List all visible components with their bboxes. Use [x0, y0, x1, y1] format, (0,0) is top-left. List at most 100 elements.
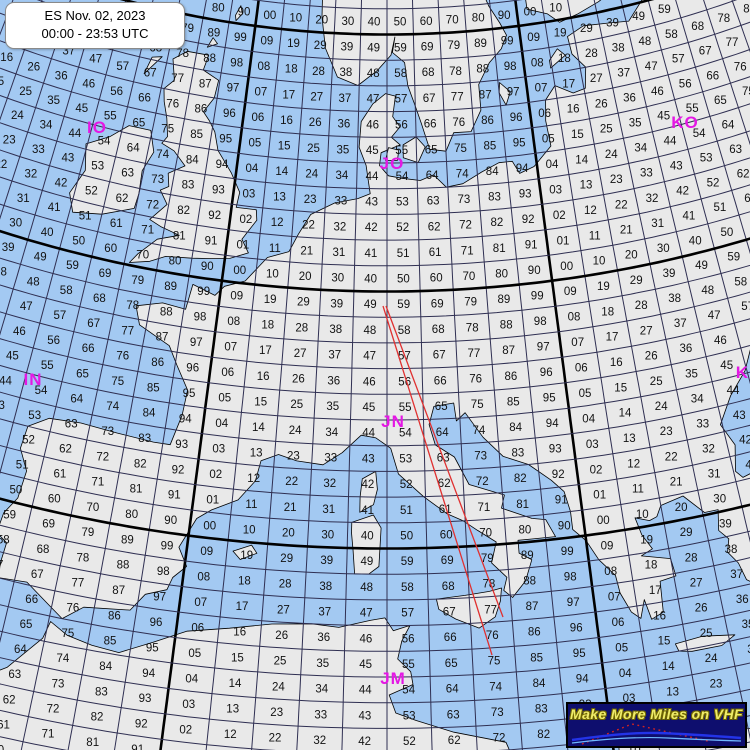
- square-label: 40: [364, 274, 377, 286]
- square-label: 80: [212, 2, 225, 14]
- square-label: 18: [645, 560, 658, 572]
- square-label: 41: [48, 202, 61, 214]
- square-label: 92: [135, 719, 148, 731]
- square-label: 13: [623, 433, 636, 445]
- square-label: 53: [28, 410, 41, 422]
- square-label: 87: [526, 601, 539, 613]
- grid-meridian: [67, 0, 207, 750]
- square-label: 21: [284, 502, 297, 514]
- square-label: 16: [653, 610, 666, 622]
- time-range-line: 00:00 - 23:53 UTC: [41, 26, 149, 41]
- square-label: 28: [635, 300, 648, 312]
- square-label: 51: [714, 202, 727, 214]
- square-label: 13: [226, 704, 239, 716]
- square-label: 84: [509, 422, 522, 434]
- square-label: 83: [512, 448, 525, 460]
- square-label: 94: [546, 418, 559, 430]
- square-label: 50: [721, 227, 734, 239]
- field-boundary-meridian: [514, 0, 615, 750]
- square-label: 62: [3, 694, 16, 706]
- square-label: 89: [164, 281, 177, 293]
- square-label: 75: [742, 86, 750, 98]
- grid-meridian: [647, 0, 750, 385]
- grid-parallel: [36, 0, 738, 61]
- square-label: 17: [282, 89, 295, 101]
- square-label: 12: [584, 205, 597, 217]
- square-label: 30: [713, 494, 726, 506]
- square-label: 10: [636, 509, 649, 521]
- square-label: 91: [168, 490, 181, 502]
- square-label: 32: [313, 735, 326, 747]
- square-label: 58: [665, 29, 678, 41]
- square-label: 74: [473, 425, 486, 437]
- square-label: 36: [736, 594, 749, 606]
- square-label: 24: [705, 653, 718, 665]
- square-label: 08: [531, 57, 544, 69]
- square-label: 26: [645, 351, 658, 363]
- square-label: 66: [424, 119, 437, 131]
- square-label: 53: [403, 710, 416, 722]
- square-label: 51: [79, 210, 92, 222]
- square-label: 88: [743, 4, 750, 16]
- square-label: 17: [649, 585, 662, 597]
- square-label: 21: [300, 245, 313, 257]
- square-label: 39: [320, 555, 333, 567]
- square-label: 23: [710, 678, 723, 690]
- square-label: 15: [614, 382, 627, 394]
- square-label: 12: [271, 217, 284, 229]
- square-label: 67: [87, 318, 100, 330]
- square-label: 25: [650, 376, 663, 388]
- square-label: 57: [672, 54, 685, 66]
- square-label: 66: [706, 70, 719, 82]
- square-label: 51: [16, 460, 29, 472]
- square-label: 41: [361, 505, 374, 517]
- square-label: 68: [691, 21, 704, 33]
- square-label: 50: [394, 17, 407, 29]
- square-label: 45: [6, 351, 19, 363]
- square-label: 24: [289, 425, 302, 437]
- square-label: 55: [686, 103, 699, 115]
- square-label: 48: [27, 276, 40, 288]
- square-label: 84: [99, 661, 112, 673]
- square-label: 15: [254, 396, 267, 408]
- land-hebrides: [143, 56, 163, 75]
- square-label: 42: [739, 435, 750, 447]
- square-label: 75: [161, 124, 174, 136]
- square-label: 82: [177, 205, 190, 217]
- square-label: 00: [233, 265, 246, 277]
- square-label: 39: [606, 17, 619, 29]
- square-label: 33: [335, 196, 348, 208]
- square-label: 07: [194, 597, 207, 609]
- square-label: 85: [104, 636, 117, 648]
- square-label: 04: [582, 413, 595, 425]
- square-label: 14: [252, 422, 265, 434]
- land-ireland: [69, 125, 155, 215]
- square-label: 97: [567, 597, 580, 609]
- square-label: 92: [552, 469, 565, 481]
- square-label: 17: [259, 345, 272, 357]
- square-label: 98: [157, 566, 170, 578]
- square-label: 76: [452, 117, 465, 129]
- grid-parallel: [0, 176, 750, 241]
- square-label: 30: [9, 218, 22, 230]
- square-label: 14: [619, 408, 632, 420]
- square-label: 63: [427, 196, 440, 208]
- es-qso-paths: [382, 305, 504, 656]
- square-label: 94: [576, 673, 589, 685]
- square-label: 99: [234, 32, 247, 44]
- square-label: 73: [474, 451, 487, 463]
- square-label: 90: [498, 10, 511, 22]
- square-label: 92: [208, 210, 221, 222]
- square-label: 65: [133, 118, 146, 130]
- square-label: 26: [292, 374, 305, 386]
- square-label: 11: [589, 230, 601, 242]
- grid-parallel: [0, 604, 750, 652]
- square-label: 06: [575, 363, 588, 375]
- square-label: 23: [270, 707, 283, 719]
- square-label: 62: [448, 735, 461, 747]
- square-label: 52: [403, 736, 416, 748]
- square-label: 88: [160, 306, 173, 318]
- square-label: 73: [101, 426, 114, 438]
- grid-parallel: [0, 577, 750, 627]
- square-label: 70: [463, 271, 476, 283]
